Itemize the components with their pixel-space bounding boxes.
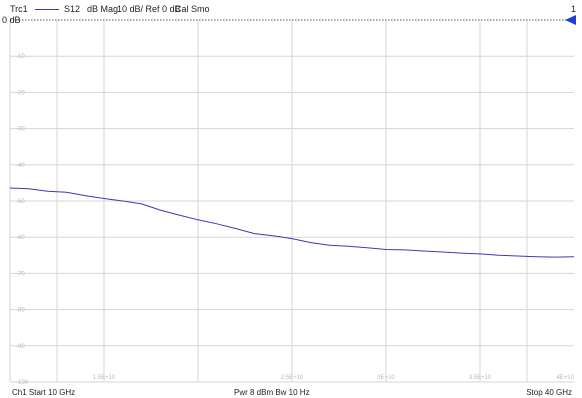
x-tick-label: 1.5E+10 [93, 375, 116, 381]
s12-trace-line [9, 187, 575, 258]
sweep-stop-label[interactable]: Stop 40 GHz [526, 388, 572, 397]
x-tick-label: 3E+10 [377, 375, 395, 381]
power-bandwidth-label[interactable]: Pwr 8 dBm Bw 10 Hz [234, 388, 310, 397]
reference-level-label: 0 dB [2, 15, 21, 25]
y-tick-label: -60 [16, 235, 25, 241]
channel-footer: Ch1 Start 10 GHz Pwr 8 dBm Bw 10 Hz Stop… [0, 388, 582, 398]
reference-marker-icon[interactable] [565, 15, 576, 25]
y-tick-label: -100 [16, 380, 29, 386]
grid [9, 20, 574, 383]
sweep-start-label[interactable]: Ch1 Start 10 GHz [12, 388, 76, 397]
trace-format[interactable]: dB Mag [87, 4, 119, 14]
y-tick-label: -50 [16, 199, 25, 205]
marker-number: 1 [570, 4, 576, 14]
x-tick-label: 3.5E+10 [469, 375, 492, 381]
y-tick-label: -70 [16, 271, 25, 277]
y-tick-label: -40 [16, 163, 25, 169]
trace-parameter[interactable]: S12 [64, 4, 81, 14]
x-tick-label: 2.5E+10 [281, 375, 304, 381]
y-tick-label: -90 [16, 344, 25, 350]
y-tick-label: -80 [16, 308, 25, 314]
trace-header: Trc1 S12 dB Mag 10 dB/ Ref 0 dB Cal Smo … [0, 0, 582, 20]
x-tick-label: 4E+10 [556, 375, 574, 381]
trace-name[interactable]: Trc1 [10, 4, 28, 14]
x-tick-labels: 1.5E+10 2.5E+10 3E+10 3.5E+10 4E+10 [93, 375, 575, 381]
y-tick-label: -10 [16, 54, 25, 60]
trace-color-swatch [35, 9, 59, 10]
trace-scale[interactable]: 10 dB/ Ref 0 dB [117, 4, 181, 14]
y-tick-label: -20 [16, 90, 25, 96]
trace-flags: Cal Smo [175, 4, 210, 14]
y-tick-label: -30 [16, 127, 25, 133]
y-tick-labels: -10 -20 -30 -40 -50 -60 -70 -80 -90 -100 [16, 54, 29, 386]
